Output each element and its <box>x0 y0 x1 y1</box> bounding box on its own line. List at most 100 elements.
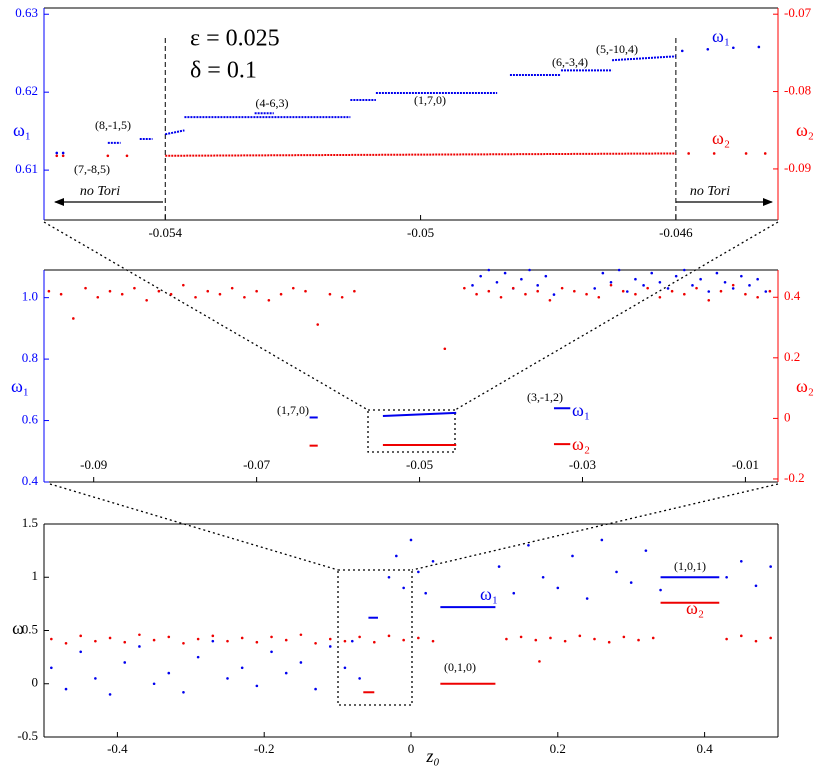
annotation: (4-6,3) <box>256 96 289 110</box>
point <box>409 538 413 542</box>
point <box>475 292 478 296</box>
point <box>270 635 273 639</box>
point <box>240 666 244 670</box>
point <box>152 682 156 686</box>
y-tick-label: 0 <box>32 675 39 690</box>
point <box>528 268 531 272</box>
point <box>511 286 515 290</box>
point <box>106 154 110 158</box>
point <box>255 289 258 293</box>
y-tick-label: 0.62 <box>15 83 38 98</box>
x-tick-label: -0.05 <box>407 225 434 240</box>
point <box>699 277 702 281</box>
y2-tick-label: 0.4 <box>784 288 801 303</box>
point <box>609 280 613 284</box>
point <box>340 295 344 299</box>
point <box>658 295 662 299</box>
point <box>597 295 601 299</box>
point <box>79 650 82 654</box>
annotation: (1,7,0) <box>414 93 446 107</box>
point <box>120 292 124 296</box>
point <box>157 289 161 293</box>
point <box>764 290 768 293</box>
point <box>644 549 648 552</box>
point <box>548 298 552 302</box>
y-axis-label: ω₁ <box>11 376 29 396</box>
point <box>687 152 690 155</box>
point <box>299 633 303 637</box>
point <box>629 581 633 584</box>
point <box>487 268 491 272</box>
point <box>695 286 698 290</box>
point <box>719 289 723 293</box>
y-tick-label: 0.61 <box>15 161 38 176</box>
annotation: (1,0,1) <box>674 559 706 573</box>
x-tick-label: -0.4 <box>107 741 128 756</box>
point <box>740 274 743 278</box>
x-tick-label: -0.054 <box>148 225 182 240</box>
point <box>731 287 735 290</box>
point <box>152 638 156 642</box>
point <box>625 290 629 293</box>
point <box>549 636 552 640</box>
point <box>182 641 185 645</box>
x-tick-label: -0.01 <box>732 457 759 472</box>
x-tick-label: -0.09 <box>80 457 107 472</box>
point <box>196 655 200 659</box>
point <box>206 289 210 293</box>
y2-tick-label: -0.08 <box>784 83 811 98</box>
point <box>167 635 171 639</box>
point <box>499 295 503 299</box>
point <box>573 289 576 293</box>
annotation: (1,7,0) <box>277 403 309 417</box>
point <box>218 292 222 296</box>
point <box>463 286 466 290</box>
point <box>769 565 772 568</box>
point <box>133 286 136 290</box>
point <box>601 271 605 275</box>
point <box>194 295 197 299</box>
annotation: δ = 0.1 <box>190 58 257 84</box>
point <box>607 640 611 644</box>
point <box>328 637 332 641</box>
point <box>211 639 215 643</box>
y-tick-label: 0.4 <box>22 473 39 488</box>
point <box>725 575 728 579</box>
series-label: ω₂ <box>572 434 590 454</box>
point <box>395 554 398 558</box>
point <box>706 48 710 51</box>
point <box>59 292 63 296</box>
point <box>754 584 758 588</box>
point <box>64 687 68 691</box>
point <box>634 292 637 296</box>
point <box>50 637 53 641</box>
point <box>536 284 539 287</box>
point <box>196 637 200 641</box>
x-tick-label: -0.05 <box>406 457 433 472</box>
point <box>182 690 185 694</box>
point <box>637 638 640 642</box>
point <box>471 284 474 287</box>
point <box>55 151 59 155</box>
point <box>541 575 545 579</box>
point <box>487 289 491 293</box>
point <box>291 286 295 290</box>
point <box>279 292 283 296</box>
point <box>211 634 215 638</box>
y-tick-label: 1 <box>32 568 39 583</box>
point <box>316 323 320 326</box>
y2-tick-label: -0.07 <box>784 5 812 20</box>
point <box>424 591 427 595</box>
point <box>505 637 508 641</box>
point <box>304 289 307 293</box>
point <box>284 671 288 675</box>
point <box>723 280 727 284</box>
point <box>270 650 273 654</box>
x-tick-label: -0.046 <box>659 225 693 240</box>
point <box>431 559 435 563</box>
point <box>61 154 65 158</box>
point <box>712 152 716 155</box>
point <box>756 295 759 299</box>
point <box>226 639 229 643</box>
point <box>267 298 271 302</box>
